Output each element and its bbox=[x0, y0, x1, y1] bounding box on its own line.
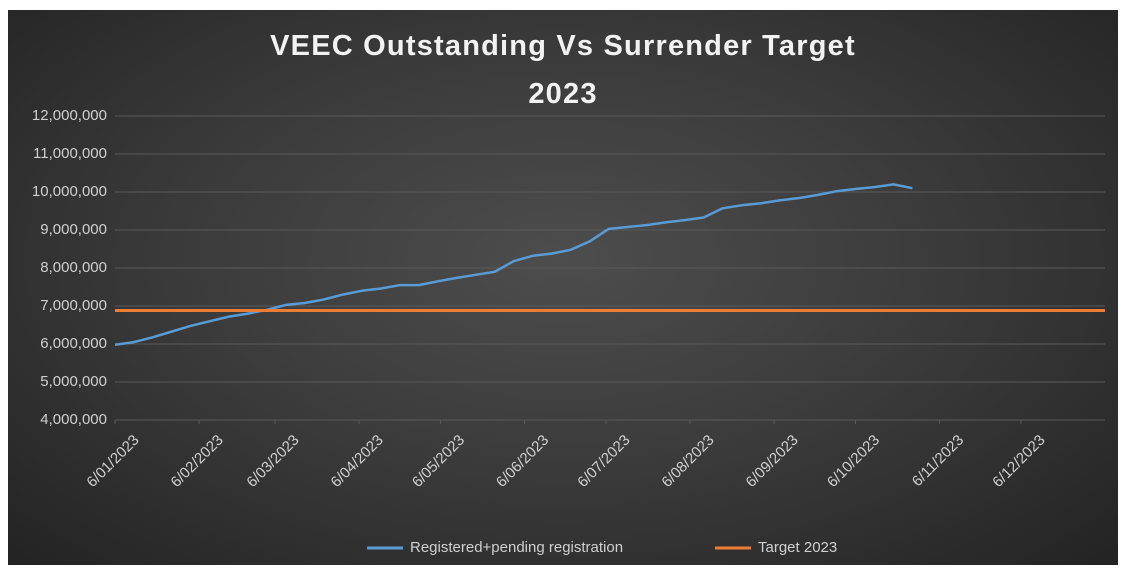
x-tick-label: 6/10/2023 bbox=[824, 432, 883, 491]
legend-label: Registered+pending registration bbox=[410, 539, 623, 556]
chart: 4,000,000 5,000,000 6,000,000 7,000,000 8,00… bbox=[32, 107, 1105, 556]
x-tick-label: 6/06/2023 bbox=[493, 432, 552, 491]
y-tick-label: 6,000,000 bbox=[40, 335, 107, 352]
x-tick-label: 6/03/2023 bbox=[243, 432, 302, 491]
y-tick-label: 9,000,000 bbox=[40, 221, 107, 238]
x-tick-label: 6/04/2023 bbox=[328, 432, 387, 491]
x-tick-label: 6/11/2023 bbox=[909, 432, 967, 490]
x-tick-label: 6/05/2023 bbox=[409, 432, 468, 491]
x-tick-label: 6/08/2023 bbox=[658, 432, 717, 491]
legend-label: Target 2023 bbox=[758, 539, 837, 556]
x-tick-label: 6/09/2023 bbox=[743, 432, 802, 491]
chart-area: VEEC Outstanding Vs Surrender Target 202… bbox=[8, 10, 1118, 565]
chart-title: VEEC Outstanding Vs Surrender Target 202… bbox=[270, 30, 856, 110]
y-tick-label: 12,000,000 bbox=[32, 107, 107, 124]
x-tick-label: 6/02/2023 bbox=[168, 432, 227, 491]
y-tick-label: 5,000,000 bbox=[40, 373, 107, 390]
x-tick-label: 6/07/2023 bbox=[574, 432, 633, 491]
x-tick-label: 6/12/2023 bbox=[989, 432, 1048, 491]
x-tick-label: 6/01/2023 bbox=[83, 432, 142, 491]
y-tick-label: 4,000,000 bbox=[40, 411, 107, 428]
y-tick-label: 7,000,000 bbox=[40, 297, 107, 314]
y-tick-label: 11,000,000 bbox=[33, 145, 107, 162]
y-tick-label: 8,000,000 bbox=[40, 259, 107, 276]
data-line bbox=[114, 183, 913, 347]
y-tick-label: 10,000,000 bbox=[32, 183, 107, 200]
